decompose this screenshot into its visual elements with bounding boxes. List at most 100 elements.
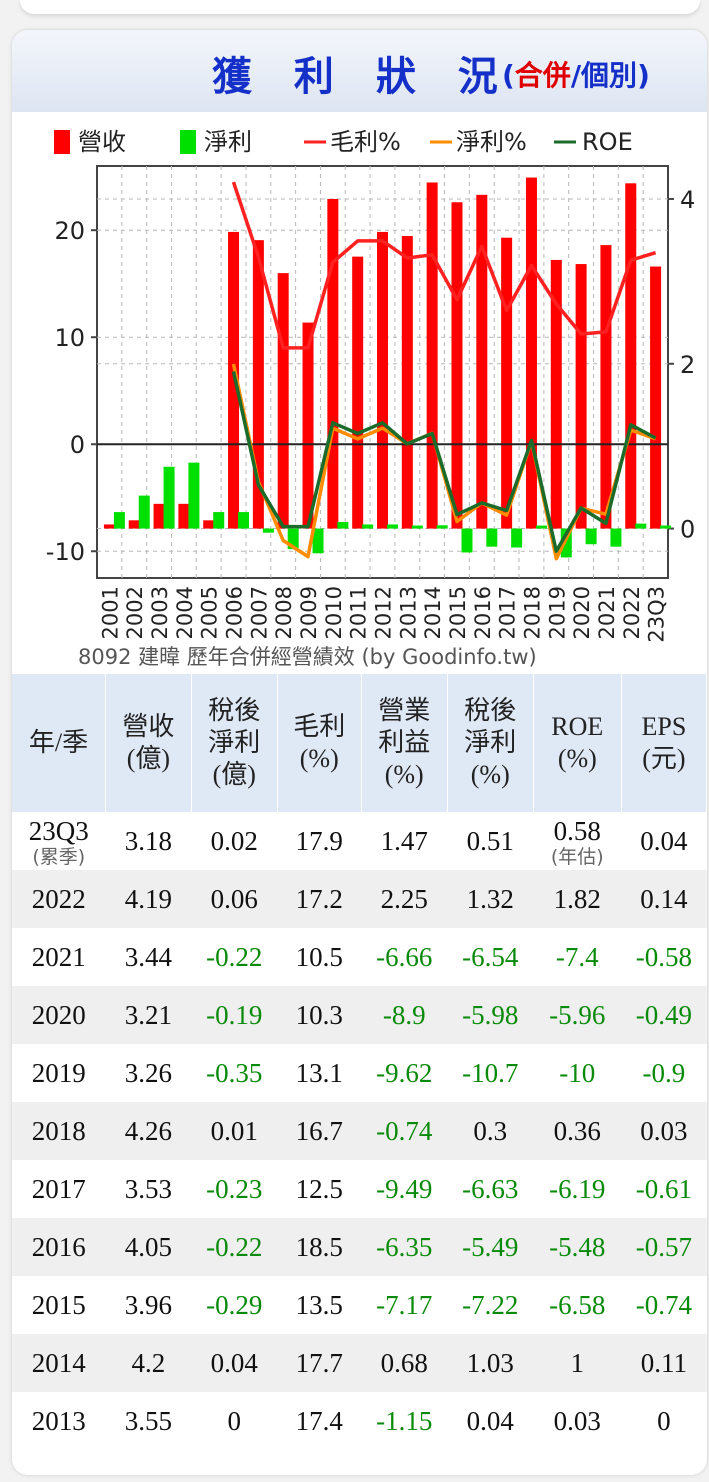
header-line: 毛利 bbox=[293, 712, 346, 741]
revenue-bar bbox=[153, 503, 165, 529]
revenue-cell: 3.18 bbox=[105, 812, 192, 870]
x-axis-label: 2011 bbox=[347, 586, 371, 639]
revenue-bar bbox=[650, 266, 662, 529]
revenue-bar bbox=[476, 194, 488, 529]
x-axis-label: 2022 bbox=[620, 586, 644, 639]
gross-margin-cell: 16.7 bbox=[277, 1102, 362, 1160]
period-cell: 2020 bbox=[12, 986, 106, 1044]
x-axis-label: 2020 bbox=[570, 586, 594, 639]
net-margin-cell: 0.3 bbox=[447, 1102, 534, 1160]
period-cell: 2017 bbox=[12, 1160, 106, 1218]
x-axis-label: 23Q3 bbox=[645, 586, 669, 643]
eps-cell: 0 bbox=[621, 1392, 707, 1450]
revenue-cell: 3.21 bbox=[105, 986, 192, 1044]
x-axis-label: 2010 bbox=[322, 586, 346, 639]
header-line: (元) bbox=[642, 744, 686, 773]
period-value: 23Q3 bbox=[28, 815, 89, 846]
net-profit-bar bbox=[188, 462, 200, 529]
net-profit-bar bbox=[362, 524, 374, 529]
net-margin-cell: -6.63 bbox=[447, 1160, 534, 1218]
consolidated-link[interactable]: 合併 bbox=[514, 59, 571, 92]
net-margin-cell: -7.22 bbox=[447, 1276, 534, 1334]
revenue-bar bbox=[103, 524, 115, 529]
legend-revenue-label: 營收 bbox=[78, 128, 126, 156]
legend-roe-label: ROE bbox=[582, 128, 633, 156]
revenue-bar bbox=[525, 177, 537, 529]
header-line: EPS bbox=[641, 712, 687, 741]
profit-chart: 營收 淨利 毛利% 淨利% ROE 20 10 0 -10 4 2 0 2001 2002 200… bbox=[12, 112, 707, 674]
net-margin-cell: -5.49 bbox=[447, 1218, 534, 1276]
revenue-cell: 4.2 bbox=[105, 1334, 192, 1392]
period-note: (累季) bbox=[32, 845, 86, 868]
table-row: 2019 3.26 -0.35 13.1 -9.62 -10.7 -10 -0.9 bbox=[12, 1044, 707, 1102]
net-profit-cell: 0.04 bbox=[191, 1334, 278, 1392]
net-profit-cell: -0.22 bbox=[191, 928, 278, 986]
operating-margin-cell: -8.9 bbox=[361, 986, 448, 1044]
legend-net-profit-swatch bbox=[180, 130, 196, 154]
x-axis-label: 2012 bbox=[372, 586, 396, 639]
period-cell: 2018 bbox=[12, 1102, 106, 1160]
eps-cell: -0.9 bbox=[621, 1044, 707, 1102]
header-line: 利益 bbox=[378, 728, 431, 757]
profit-status-card: 獲 利 狀 況 (合併/個別) 營收 淨利 毛利% 淨利% ROE 20 10 0-… bbox=[12, 30, 707, 1475]
table-row: 2021 3.44 -0.22 10.5 -6.66 -6.54 -7.4 -0.58 bbox=[12, 928, 707, 986]
period-cell: 2021 bbox=[12, 928, 106, 986]
net-profit-bar bbox=[387, 524, 398, 529]
net-profit-bar bbox=[511, 528, 523, 548]
x-axis-label: 2017 bbox=[496, 586, 520, 639]
revenue-bar bbox=[426, 182, 438, 529]
gross-margin-cell: 13.5 bbox=[277, 1276, 362, 1334]
eps-cell: 0.04 bbox=[621, 812, 707, 870]
revenue-bar bbox=[575, 264, 587, 529]
net-profit-cell: -0.35 bbox=[191, 1044, 278, 1102]
header-line: 淨利 bbox=[208, 728, 261, 757]
x-axis-label: 2005 bbox=[198, 586, 222, 639]
header-line: (%) bbox=[384, 760, 424, 789]
revenue-bar bbox=[352, 256, 364, 529]
header-line: 稅後 bbox=[208, 696, 261, 725]
roe-cell: -6.19 bbox=[533, 1160, 622, 1218]
revenue-bar bbox=[228, 231, 240, 529]
revenue-bar bbox=[178, 503, 190, 529]
header-eps: EPS (元) bbox=[621, 674, 707, 812]
gross-margin-cell: 10.5 bbox=[277, 928, 362, 986]
net-profit-cell: 0.06 bbox=[191, 870, 278, 928]
revenue-bar bbox=[277, 273, 289, 529]
net-profit-bar bbox=[635, 523, 647, 529]
left-axis-label: -10 bbox=[46, 538, 85, 566]
x-axis-label: 2001 bbox=[98, 586, 122, 639]
revenue-cell: 4.19 bbox=[105, 870, 192, 928]
revenue-bar bbox=[625, 183, 637, 529]
revenue-cell: 3.53 bbox=[105, 1160, 192, 1218]
x-axis-label: 2004 bbox=[173, 586, 197, 639]
series-line-gross-margin bbox=[231, 181, 657, 350]
net-profit-bar bbox=[535, 525, 547, 529]
net-profit-bar bbox=[660, 525, 672, 529]
eps-cell: -0.58 bbox=[621, 928, 707, 986]
revenue-bar bbox=[203, 520, 215, 529]
header-line: 稅後 bbox=[464, 696, 517, 725]
revenue-bar bbox=[302, 322, 314, 529]
net-profit-bar bbox=[411, 525, 423, 529]
x-axis-label: 2016 bbox=[471, 586, 495, 639]
roe-note: (年估) bbox=[550, 845, 604, 868]
individual-link[interactable]: 個別 bbox=[581, 59, 638, 92]
net-profit-bar bbox=[238, 512, 250, 529]
header-line: (億) bbox=[212, 760, 256, 789]
paren-open: ( bbox=[502, 59, 515, 92]
x-axis-label: 2007 bbox=[247, 586, 271, 639]
header-operating-margin: 營業利益 (%) bbox=[361, 674, 448, 812]
header-line: 營業 bbox=[378, 696, 431, 725]
table-row: 2018 4.26 0.01 16.7 -0.74 0.3 0.36 0.03 bbox=[12, 1102, 707, 1160]
roe-cell: 0.03 bbox=[533, 1392, 622, 1450]
revenue-bar bbox=[550, 259, 562, 529]
gross-margin-cell: 10.3 bbox=[277, 986, 362, 1044]
period-cell: 2014 bbox=[12, 1334, 106, 1392]
card-title: 獲 利 狀 況 bbox=[212, 54, 512, 100]
roe-cell: -7.4 bbox=[533, 928, 622, 986]
eps-cell: 0.03 bbox=[621, 1102, 707, 1160]
legend-net-profit-label: 淨利 bbox=[204, 128, 252, 156]
revenue-cell: 4.26 bbox=[105, 1102, 192, 1160]
gross-margin-cell: 17.9 bbox=[277, 812, 362, 870]
